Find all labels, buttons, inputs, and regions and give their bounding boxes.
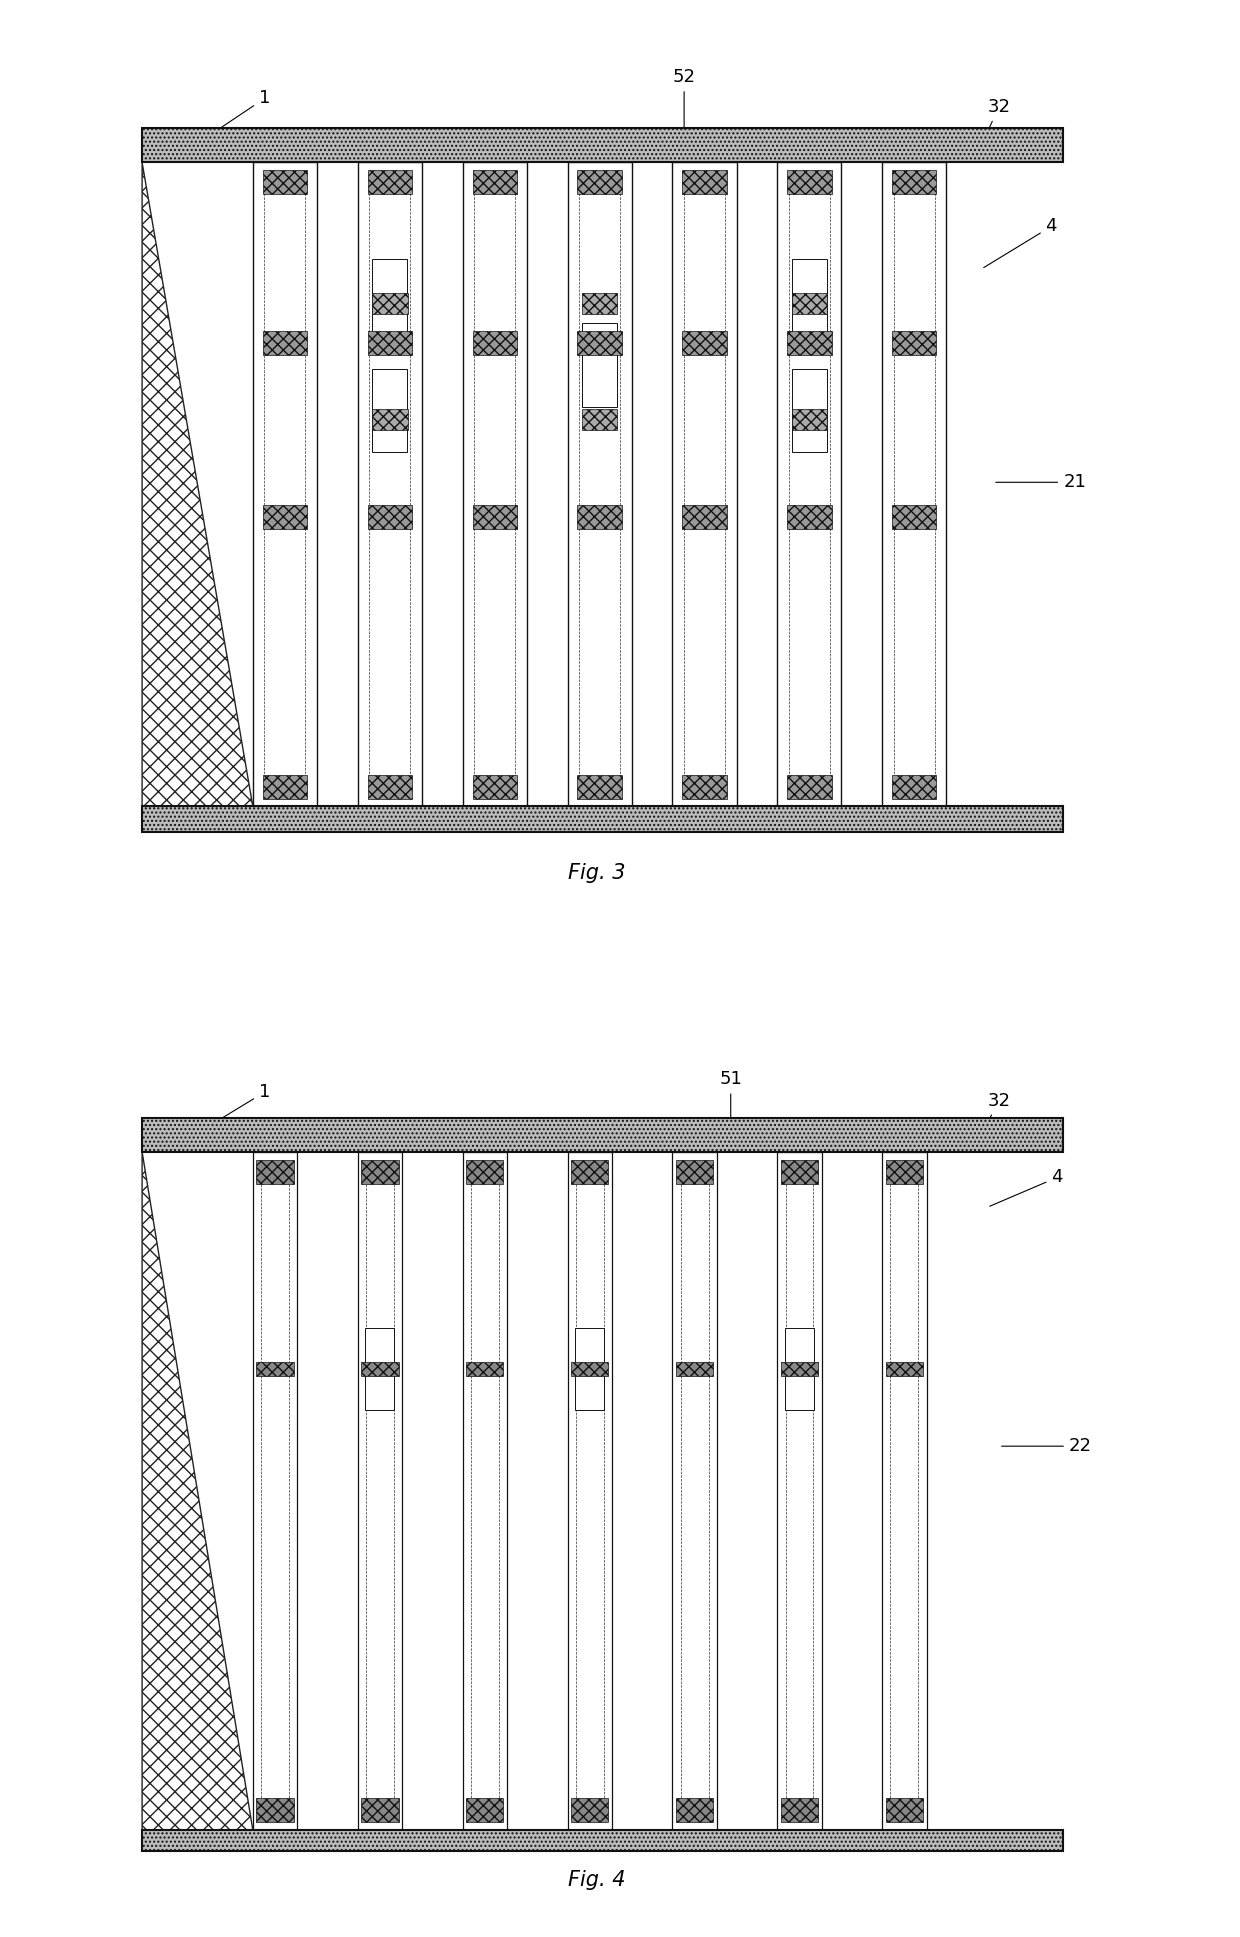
- Bar: [263, 331, 308, 354]
- Bar: [472, 775, 517, 800]
- Bar: [575, 1329, 604, 1410]
- Bar: [367, 506, 412, 529]
- Text: Fig. 4: Fig. 4: [568, 1869, 625, 1891]
- Bar: [472, 170, 517, 194]
- Bar: [372, 368, 408, 451]
- Bar: [358, 163, 422, 806]
- Bar: [466, 1160, 503, 1184]
- Bar: [676, 1798, 713, 1821]
- Bar: [263, 775, 308, 800]
- Bar: [253, 1153, 298, 1830]
- Bar: [578, 331, 621, 354]
- Bar: [582, 409, 618, 430]
- Bar: [367, 331, 412, 354]
- Bar: [787, 775, 832, 800]
- Text: 1: 1: [197, 1083, 270, 1133]
- Bar: [892, 170, 936, 194]
- Bar: [361, 1798, 398, 1821]
- Bar: [367, 775, 412, 800]
- Bar: [883, 163, 946, 806]
- Bar: [253, 163, 317, 806]
- Bar: [361, 1160, 398, 1184]
- Bar: [787, 170, 832, 194]
- Bar: [676, 1362, 713, 1375]
- Bar: [682, 775, 727, 800]
- Bar: [578, 506, 621, 529]
- Bar: [578, 775, 621, 800]
- Bar: [372, 409, 408, 430]
- Bar: [463, 163, 527, 806]
- Text: 4: 4: [990, 1168, 1063, 1207]
- Bar: [791, 409, 827, 430]
- Text: 32: 32: [982, 99, 1011, 143]
- Bar: [781, 1362, 818, 1375]
- Bar: [263, 170, 308, 194]
- Bar: [572, 1798, 609, 1821]
- Text: 22: 22: [1002, 1437, 1092, 1455]
- Bar: [372, 292, 408, 314]
- Bar: [578, 170, 621, 194]
- Bar: [572, 1160, 609, 1184]
- Polygon shape: [143, 163, 253, 806]
- Bar: [892, 775, 936, 800]
- Bar: [787, 331, 832, 354]
- Bar: [792, 368, 827, 451]
- Bar: [367, 170, 412, 194]
- Bar: [781, 1798, 818, 1821]
- Bar: [682, 506, 727, 529]
- Text: 52: 52: [672, 68, 696, 143]
- Bar: [361, 1362, 398, 1375]
- Bar: [472, 331, 517, 354]
- Bar: [257, 1160, 294, 1184]
- Bar: [672, 163, 737, 806]
- Text: 51: 51: [719, 1071, 743, 1131]
- Bar: [787, 506, 832, 529]
- Bar: [366, 1329, 394, 1410]
- Bar: [463, 1153, 507, 1830]
- Bar: [777, 1153, 822, 1830]
- Polygon shape: [143, 1153, 253, 1830]
- Bar: [885, 1160, 923, 1184]
- Bar: [263, 506, 308, 529]
- Bar: [781, 1160, 818, 1184]
- Text: Fig. 3: Fig. 3: [568, 864, 625, 883]
- Bar: [257, 1362, 294, 1375]
- Bar: [883, 1153, 926, 1830]
- Bar: [466, 1362, 503, 1375]
- Bar: [777, 163, 842, 806]
- Bar: [257, 1798, 294, 1821]
- Bar: [372, 260, 408, 343]
- Bar: [885, 1362, 923, 1375]
- Bar: [892, 506, 936, 529]
- Bar: [676, 1160, 713, 1184]
- Bar: [472, 506, 517, 529]
- Bar: [682, 170, 727, 194]
- Text: 21: 21: [996, 473, 1086, 492]
- Bar: [568, 163, 631, 806]
- Bar: [892, 331, 936, 354]
- Bar: [682, 331, 727, 354]
- Bar: [582, 323, 618, 407]
- Text: 4: 4: [983, 217, 1056, 267]
- Bar: [885, 1798, 923, 1821]
- Bar: [143, 1830, 1063, 1852]
- Bar: [143, 806, 1063, 833]
- Bar: [572, 1362, 609, 1375]
- Bar: [143, 128, 1063, 163]
- Bar: [672, 1153, 717, 1830]
- Bar: [568, 1153, 611, 1830]
- Bar: [792, 260, 827, 343]
- Bar: [143, 1118, 1063, 1153]
- Text: 1: 1: [197, 89, 270, 143]
- Bar: [358, 1153, 402, 1830]
- Bar: [582, 292, 618, 314]
- Bar: [791, 292, 827, 314]
- Bar: [466, 1798, 503, 1821]
- Text: 32: 32: [982, 1092, 1011, 1133]
- Bar: [785, 1329, 815, 1410]
